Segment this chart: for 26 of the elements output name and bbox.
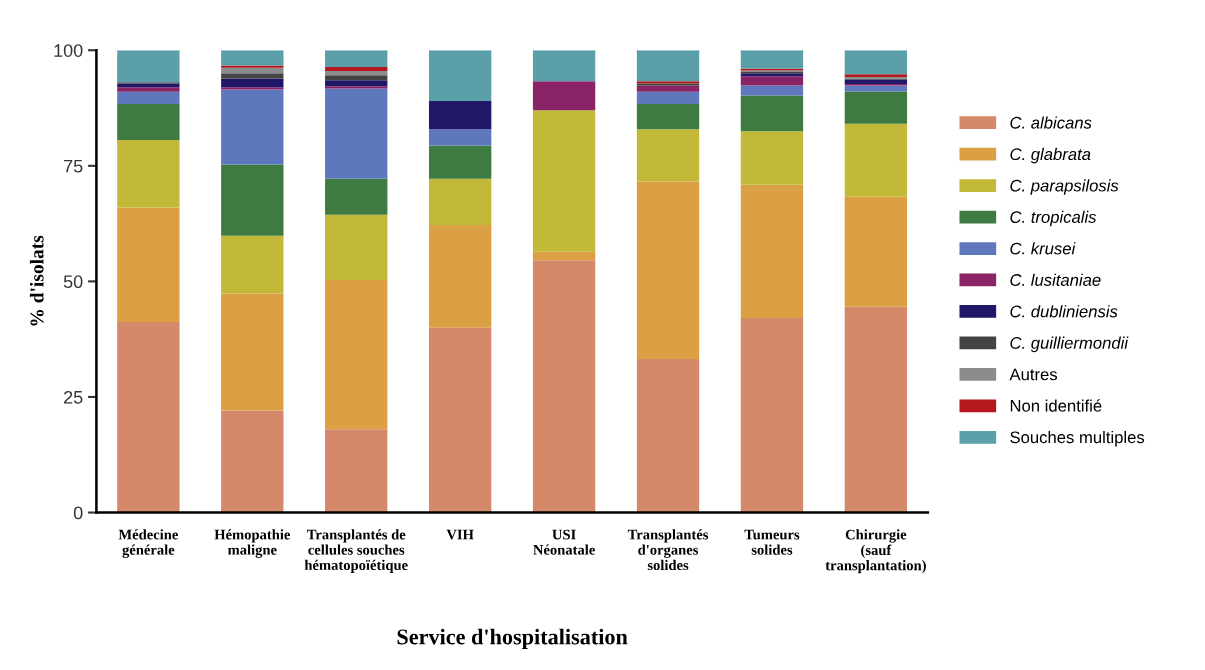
legend-label: C. dubliniensis [1010,305,1118,318]
y-tick-label: 100 [54,44,83,57]
y-tick-label: 75 [64,159,83,173]
x-tick-label: Hémopathie maligne [214,529,290,558]
x-tick-label: USI Néonatale [533,529,595,555]
legend-label: C. albicans [1010,116,1092,129]
x-tick-label: Médecine générale [118,529,178,558]
x-tick-label: Chirurgie (sauf transplantation) [825,529,926,574]
legend-label: C. lusitaniae [1010,273,1101,286]
legend-label: C. glabrata [1010,147,1091,164]
y-tick-label: 50 [63,275,83,289]
x-axis-title: Service d'hospitalisation [397,628,628,649]
legend-label: Non identifié [1010,399,1102,412]
legend-label: C. parapsilosis [1010,179,1119,195]
legend-label: C. krusei [1010,242,1076,255]
legend-label: Autres [1009,368,1058,381]
x-tick-label: Transplantés d'organes solides [627,529,709,571]
y-axis-title: % d'isolats [29,235,44,326]
legend-label: C. guilliermondii [1010,336,1129,353]
x-tick-label: VIH [446,529,474,540]
y-tick-label: 0 [73,506,83,520]
y-tick-label: 25 [64,390,83,404]
x-tick-label: Transplantés de cellules souches hématopoïétique [304,529,408,573]
x-tick-label: Tumeurs solides [744,529,800,555]
legend-label: Souches multiples [1010,430,1145,447]
legend-label: C. tropicalis [1010,210,1097,227]
